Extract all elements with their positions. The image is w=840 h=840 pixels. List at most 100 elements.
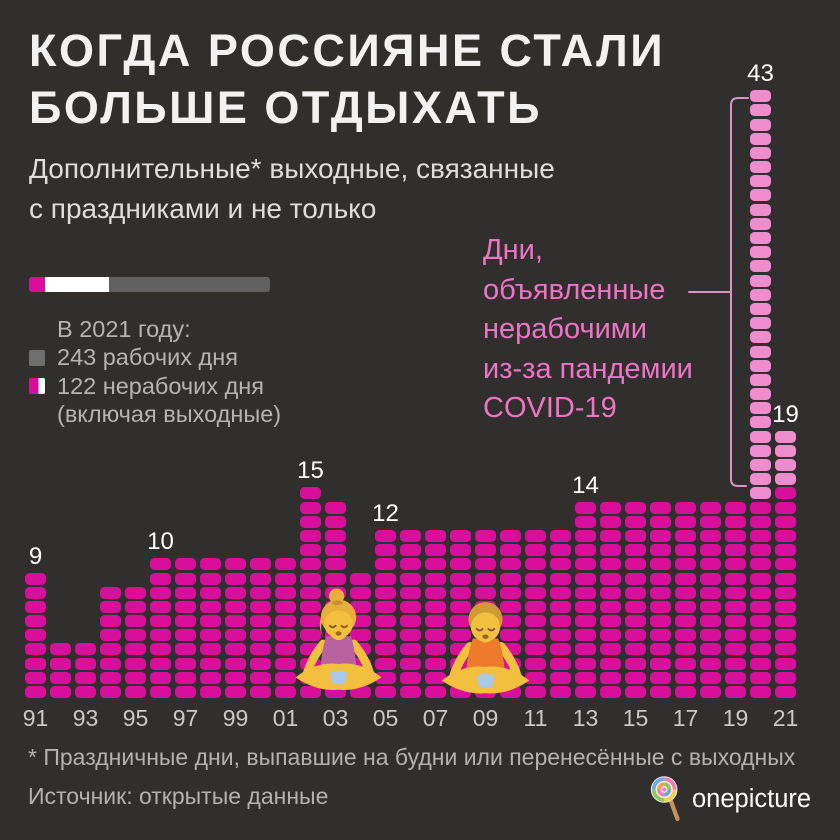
covid-day-square: [750, 416, 771, 429]
day-off-square: [625, 657, 646, 670]
day-off-square: [750, 615, 771, 628]
covid-day-square: [750, 90, 771, 103]
day-off-square: [150, 629, 171, 642]
minibar-segment-extra-days-off: [29, 277, 45, 292]
covid-annotation-line: объявленные: [483, 273, 666, 306]
covid-day-square: [750, 317, 771, 330]
day-off-square: [75, 643, 96, 656]
day-off-square: [425, 643, 446, 656]
day-off-square: [600, 615, 621, 628]
bar-column-1998: [200, 558, 221, 698]
day-off-square: [100, 643, 121, 656]
day-off-square: [525, 657, 546, 670]
day-off-square: [650, 501, 671, 514]
bar-value-label-2020: 43: [747, 60, 774, 88]
covid-day-square: [750, 232, 771, 244]
day-off-square: [550, 600, 571, 613]
day-off-square: [550, 586, 571, 599]
bar-value-label-2013: 14: [572, 471, 599, 499]
day-off-square: [200, 558, 221, 571]
bar-column-2016: [650, 501, 671, 698]
covid-day-square: [750, 430, 771, 443]
day-off-square: [525, 544, 546, 557]
bar-column-1996: 10: [147, 528, 174, 698]
day-off-square: [500, 544, 521, 557]
day-off-square: [650, 529, 671, 542]
covid-day-square: [750, 246, 771, 259]
day-off-square: [200, 671, 221, 684]
day-off-square: [525, 615, 546, 628]
day-off-square: [700, 643, 721, 656]
day-off-square: [675, 544, 696, 557]
covid-day-square: [750, 331, 771, 344]
bar-column-2017: 17: [673, 501, 698, 731]
day-off-square: [250, 615, 271, 628]
day-off-square: [750, 572, 771, 585]
day-off-square: [450, 544, 471, 557]
day-off-square: [675, 643, 696, 656]
bar-column-2007: 07: [423, 529, 448, 731]
day-off-square: [525, 629, 546, 642]
bar-value-label-1996: 10: [147, 528, 174, 556]
day-off-square: [575, 501, 596, 514]
day-off-square: [550, 629, 571, 642]
day-off-square: [675, 671, 696, 684]
day-off-square: [150, 657, 171, 670]
day-off-square: [550, 544, 571, 557]
day-off-square: [425, 586, 446, 599]
day-off-square: [575, 529, 596, 542]
day-off-square: [525, 529, 546, 542]
day-off-square: [700, 501, 721, 514]
day-off-square: [450, 600, 471, 613]
day-off-square: [600, 643, 621, 656]
day-off-square: [675, 586, 696, 599]
day-off-square: [700, 600, 721, 613]
bar-column-2001: 01: [273, 558, 298, 731]
day-off-square: [600, 529, 621, 542]
bar-column-1992: [50, 643, 71, 698]
day-off-square: [675, 657, 696, 670]
day-off-square: [350, 600, 371, 613]
day-off-square: [250, 629, 271, 642]
day-off-square: [75, 686, 96, 698]
day-off-square: [25, 671, 46, 684]
day-off-square: [525, 572, 546, 585]
day-off-square: [450, 629, 471, 642]
day-off-square: [725, 558, 746, 571]
bar-value-label-2021: 19: [772, 400, 799, 428]
day-off-square: [300, 686, 321, 698]
day-off-square: [750, 544, 771, 557]
day-off-square: [300, 544, 321, 557]
day-off-square: [475, 558, 496, 571]
day-off-square: [425, 529, 446, 542]
day-off-square: [750, 529, 771, 542]
day-off-square: [275, 629, 296, 642]
day-off-square: [775, 558, 796, 571]
bar-column-1995: 95: [123, 586, 148, 731]
day-off-square: [25, 572, 46, 585]
day-off-square: [700, 558, 721, 571]
day-off-square: [425, 558, 446, 571]
nonworking-days-swatch: [29, 378, 45, 395]
day-off-square: [125, 686, 146, 698]
legend-item-working-label: 243 рабочих дня: [57, 344, 238, 371]
day-off-square: [425, 657, 446, 670]
legend-item-working: 243 рабочих дня: [29, 344, 281, 373]
day-off-square: [50, 686, 71, 698]
covid-day-square: [750, 388, 771, 401]
page-subtitle-line2: с праздниками и не только: [29, 193, 377, 224]
day-off-square: [775, 487, 796, 500]
day-off-square: [575, 629, 596, 642]
covid-annotation: Дни, объявленные нерабочими из-за пандем…: [483, 231, 693, 429]
day-off-square: [175, 586, 196, 599]
page-subtitle: Дополнительные* выходные, связанные с пр…: [29, 149, 555, 229]
day-off-square: [650, 657, 671, 670]
x-tick-2019: 19: [722, 705, 749, 731]
day-off-square: [650, 671, 671, 684]
covid-day-square: [750, 302, 771, 315]
page-subtitle-line1: Дополнительные* выходные, связанные: [29, 153, 555, 184]
day-off-square: [400, 558, 421, 571]
day-off-square: [225, 600, 246, 613]
legend-text: В 2021 году: 243 рабочих дня 122 нерабоч…: [29, 315, 281, 429]
day-off-square: [475, 529, 496, 542]
